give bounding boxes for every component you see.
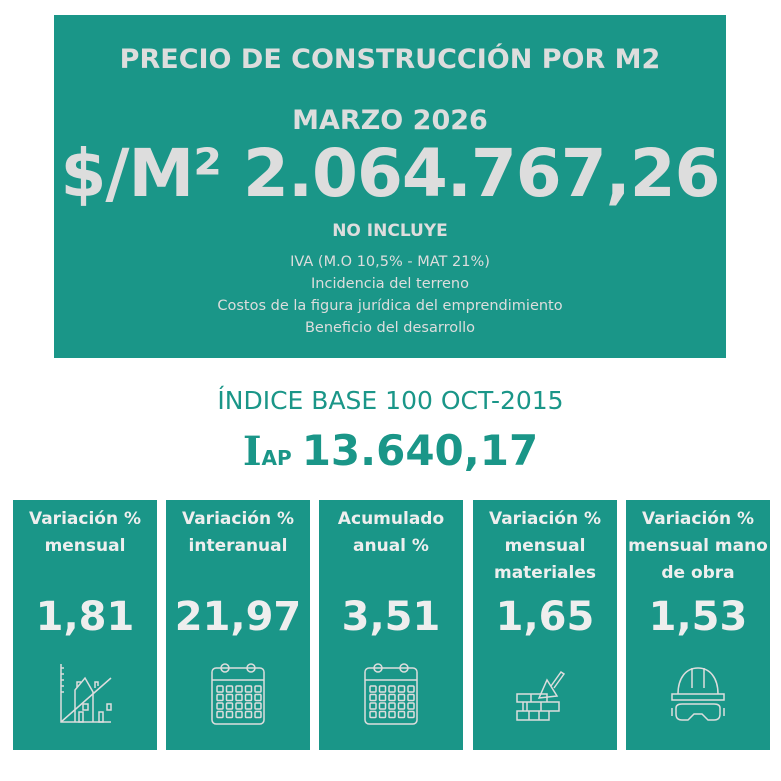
indicator-card: Acumulado anual % 3,51 [319, 500, 463, 750]
index-value-row: IAP 13.640,17 [0, 426, 781, 475]
card-label: Variación % interanual [181, 509, 295, 556]
card-value: 21,97 [174, 594, 302, 640]
indicator-card: Variación % mensual materiales 1,65 [473, 500, 617, 750]
indicator-card: Variación % mensual 1,81 [13, 500, 157, 750]
exclude-item: Beneficio del desarrollo [304, 320, 476, 336]
house-chart-icon [55, 660, 115, 730]
card-label: Variación % mensual materiales [488, 509, 602, 583]
card-label: Variación % mensual mano de obra [628, 509, 768, 583]
excludes-title: NO INCLUYE [332, 221, 448, 241]
card-label: Variación % mensual [28, 509, 142, 556]
card-value: 1,81 [35, 594, 135, 640]
price-value: $/M² 2.064.767,26 [60, 135, 720, 212]
card-value: 3,51 [341, 594, 441, 640]
card-value: 1,65 [495, 594, 595, 640]
panel-title: PRECIO DE CONSTRUCCIÓN POR M2 [119, 44, 661, 75]
bricks-trowel-icon [515, 660, 575, 730]
price-panel: PRECIO DE CONSTRUCCIÓN POR M2 MARZO 2026… [54, 15, 726, 358]
exclude-item: IVA (M.O 10,5% - MAT 21%) [290, 254, 490, 270]
index-title: ÍNDICE BASE 100 OCT-2015 [217, 386, 564, 415]
indicator-card: Variación % interanual 21,97 [166, 500, 310, 750]
card-value: 1,53 [648, 594, 748, 640]
iap-symbol-ap: AP [261, 446, 292, 470]
index-value: 13.640,17 [301, 426, 539, 475]
calendar-icon [208, 660, 268, 730]
card-label: Acumulado anual % [337, 509, 445, 556]
indicator-card: Variación % mensual mano de obra 1,53 [626, 500, 770, 750]
panel-period: MARZO 2026 [292, 105, 488, 136]
exclude-item: Incidencia del terreno [311, 276, 469, 292]
iap-symbol-i: I [242, 428, 262, 475]
helmet-goggles-icon [668, 660, 728, 730]
calendar-icon [361, 660, 421, 730]
exclude-item: Costos de la figura jurídica del emprend… [217, 298, 563, 314]
